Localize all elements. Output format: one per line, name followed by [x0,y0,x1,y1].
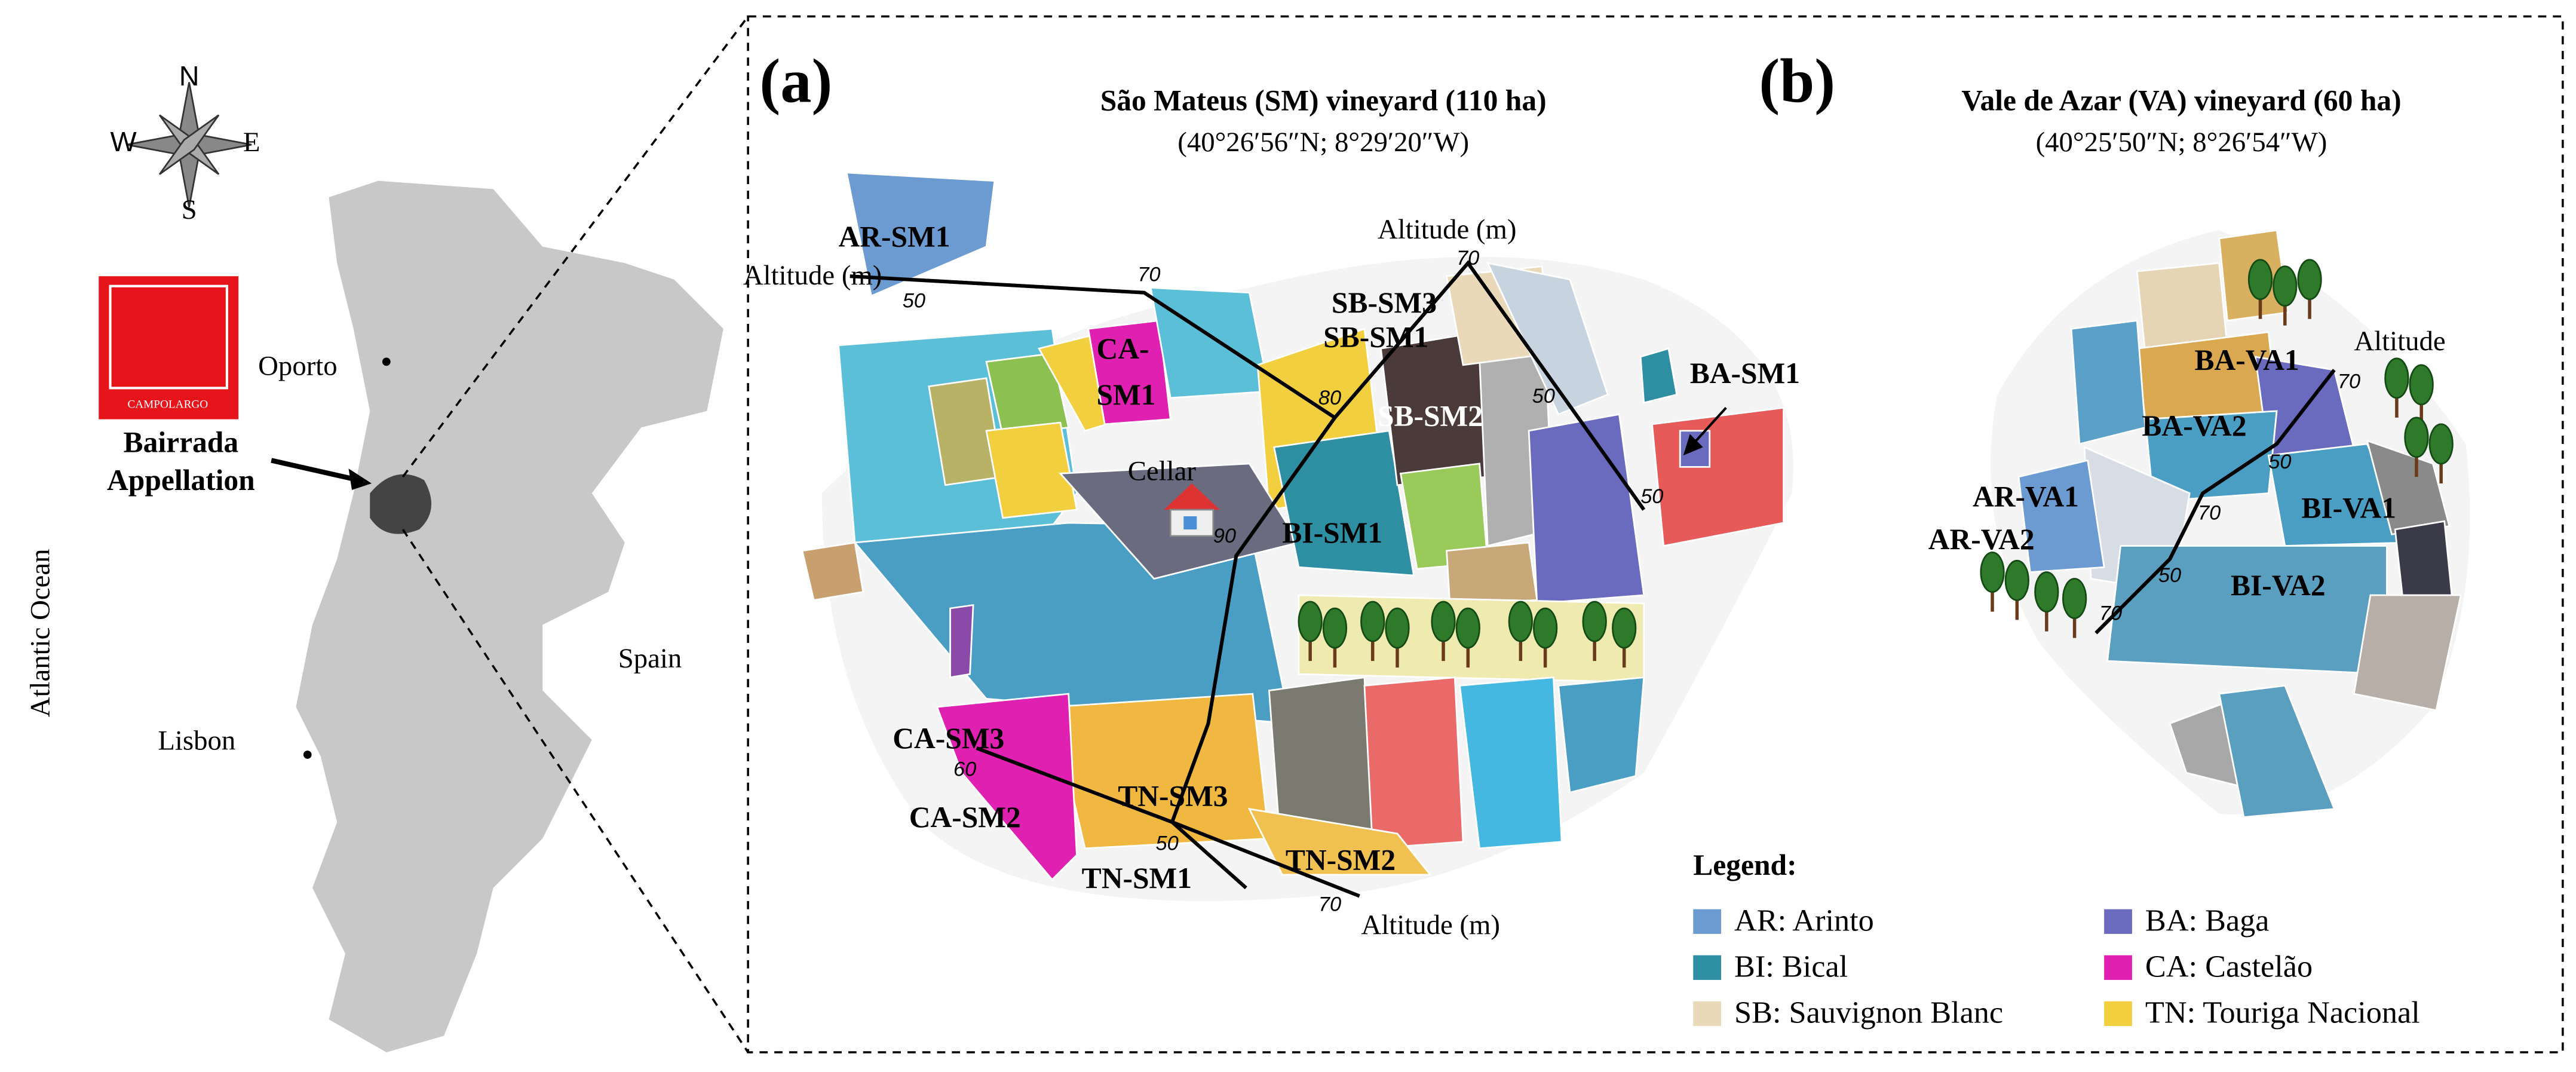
plot-label: AR-VA1 [1973,480,2079,513]
contour-label: 80 [1318,387,1341,409]
plot-label: AR-VA2 [1928,523,2035,556]
portugal [296,180,723,1052]
legend-title: Legend: [1693,849,1796,881]
logo [99,276,239,419]
panel-title: Vale de Azar (VA) vineyard (60 ha) [1961,84,2401,117]
legend-swatch [2104,1001,2132,1026]
contour-label: 90 [1213,525,1236,547]
plot-label: BA-VA2 [2142,409,2246,442]
legend-label: BA: Baga [2145,903,2270,938]
spain: Spain [618,643,682,674]
legend: Legend: AR: Arinto BI: Bical SB: Sauvignon… [1693,849,2420,1030]
legend-swatch [2104,955,2132,980]
legend-label: CA: Castelão [2145,949,2313,984]
legend-label: BI: Bical [1734,949,1848,984]
legend-swatch [1693,1001,1722,1026]
legend-label: TN: Touriga Nacional [2145,995,2420,1030]
panel-coordinates: (40°26′56″N; 8°29′20″W) [1177,127,1469,158]
contour-label: 70 [1137,264,1160,286]
legend-label: SB: Sauvignon Blanc [1734,995,2003,1030]
atlantic-ocean: Atlantic Ocean [25,549,56,717]
altitude-label: Altitude [2354,326,2445,357]
contour-label: 70 [2338,370,2360,393]
cellar-label: Cellar [1128,455,1197,486]
plot-label: BI-SM1 [1282,516,1382,549]
logo-text: CAMPOLARGO [127,398,208,411]
contour-label: 50 [1156,832,1179,855]
plot-label: SB-SM1 [1323,321,1428,354]
bairrada-region [370,474,432,534]
inset-frame [747,15,2564,1053]
plot-label: BI-VA1 [2301,492,2396,525]
altitude-label: Altitude (m) [1361,909,1499,941]
plot-label: SM1 [1096,378,1155,411]
lisbon: Lisbon [158,725,235,756]
contour-label: 70 [2099,602,2122,624]
contour-label: 50 [2268,451,2291,473]
plot-label: BI-VA2 [2231,569,2326,602]
legend-swatch [2104,909,2132,934]
plot-label: BA-SM1 [1690,357,1800,390]
cellar-icon [1164,483,1220,537]
plot-label: SB-SM3 [1332,286,1437,319]
compass [126,82,252,207]
compass-s: S [182,194,197,225]
panel-coordinates: (40°25′50″N; 8°26′54″W) [2036,127,2327,158]
plot-label: TN-SM1 [1082,862,1192,895]
legend-swatch [1693,909,1722,934]
panel-title: São Mateus (SM) vineyard (110 ha) [1100,84,1547,117]
contour-label: 70 [1318,893,1341,915]
panel-letter: (a) [759,47,832,116]
transect-a3 [976,746,1360,898]
contour-label: 70 [2198,501,2221,524]
plot-label: TN-SM3 [1118,779,1228,812]
vineyard-a [801,171,1793,901]
plot-label: CA-SM2 [909,801,1021,834]
contour-label: 70 [1456,247,1479,269]
panel-letter: (b) [1759,47,1835,116]
plot-label: TN-SM2 [1286,844,1396,877]
transect-b [2094,369,2336,635]
vineyard-b [1991,229,2470,818]
altitude-label: Altitude (m) [1378,214,1516,245]
compass-n: N [179,60,200,91]
legend-swatch [1693,955,1722,980]
contour-label: 60 [953,758,976,781]
contour-label: 50 [2158,564,2181,587]
appellation-line1: Bairrada [124,426,239,459]
altitude-label: Altitude (m) [743,260,882,291]
contour-label: 50 [1532,385,1555,408]
compass-e: E [243,127,260,158]
contour-label: 50 [1640,485,1663,508]
compass-w: W [110,126,136,157]
transect-a2 [1170,416,1336,890]
legend-label: AR: Arinto [1734,903,1874,938]
appellation-line2: Appellation [107,464,255,497]
contour-label: 50 [903,290,925,313]
plot-label: BA-VA1 [2194,344,2299,376]
oporto: Oporto [258,350,338,381]
plot-label: CA-SM3 [893,722,1004,755]
plot-label: SB-SM2 [1378,400,1483,433]
plot-label: CA- [1096,332,1149,365]
plot-label: AR-SM1 [838,220,950,253]
